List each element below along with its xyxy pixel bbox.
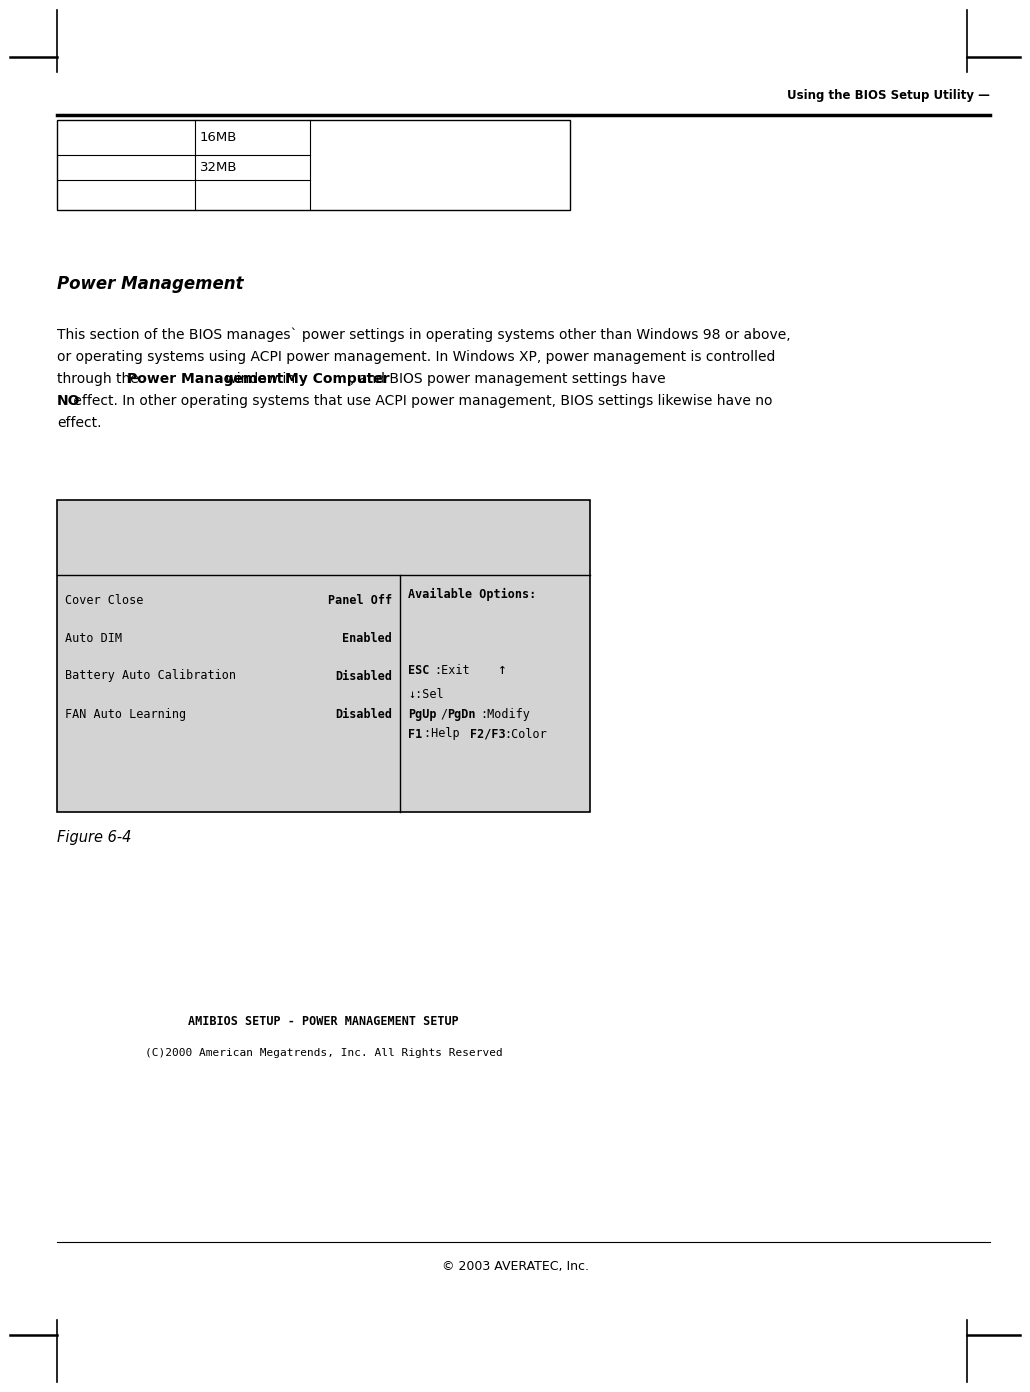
Text: FAN Auto Learning: FAN Auto Learning [65, 707, 186, 721]
Text: window in: window in [220, 372, 300, 386]
Text: effect.: effect. [57, 416, 102, 430]
Text: Battery Auto Calibration: Battery Auto Calibration [65, 670, 236, 682]
Text: (C)2000 American Megatrends, Inc. All Rights Reserved: (C)2000 American Megatrends, Inc. All Ri… [144, 1048, 503, 1058]
Text: © 2003 AVERATEC, Inc.: © 2003 AVERATEC, Inc. [442, 1260, 588, 1274]
Text: Available Options:: Available Options: [408, 587, 537, 600]
Text: ↑: ↑ [497, 663, 507, 678]
Text: :Help: :Help [424, 728, 467, 741]
Text: through the: through the [57, 372, 143, 386]
Text: Disabled: Disabled [335, 707, 392, 721]
Text: Power Management: Power Management [127, 372, 283, 386]
Text: :Exit: :Exit [434, 664, 470, 677]
Text: :Modify: :Modify [480, 707, 529, 721]
Text: PgUp: PgUp [408, 707, 437, 721]
Text: Using the BIOS Setup Utility —: Using the BIOS Setup Utility — [787, 89, 990, 102]
Text: :Color: :Color [504, 728, 547, 741]
Text: Figure 6-4: Figure 6-4 [57, 830, 132, 845]
Text: ↓:Sel: ↓:Sel [408, 688, 444, 700]
Text: PgDn: PgDn [447, 707, 476, 721]
Text: 16MB: 16MB [200, 131, 237, 143]
Text: Cover Close: Cover Close [65, 593, 143, 607]
Text: Panel Off: Panel Off [328, 593, 392, 607]
Text: This section of the BIOS manages` power settings in operating systems other than: This section of the BIOS manages` power … [57, 329, 791, 342]
Text: effect. In other operating systems that use ACPI power management, BIOS settings: effect. In other operating systems that … [69, 394, 772, 408]
Text: /: / [440, 707, 447, 721]
Text: F1: F1 [408, 728, 422, 741]
Text: AMIBIOS SETUP - POWER MANAGEMENT SETUP: AMIBIOS SETUP - POWER MANAGEMENT SETUP [188, 1015, 459, 1029]
Text: NO: NO [57, 394, 80, 408]
Text: , and BIOS power management settings have: , and BIOS power management settings hav… [349, 372, 665, 386]
Text: Power Management: Power Management [57, 276, 244, 292]
Text: ESC: ESC [408, 664, 430, 677]
Text: 32MB: 32MB [200, 161, 238, 174]
Text: or operating systems using ACPI power management. In Windows XP, power managemen: or operating systems using ACPI power ma… [57, 349, 776, 363]
Text: Enabled: Enabled [342, 632, 392, 644]
Bar [57, 120, 570, 210]
Text: Disabled: Disabled [335, 670, 392, 682]
Text: F2/F3: F2/F3 [470, 728, 506, 741]
Text: Auto DIM: Auto DIM [65, 632, 122, 644]
Text: My Computer: My Computer [285, 372, 389, 386]
Bar [57, 500, 590, 812]
